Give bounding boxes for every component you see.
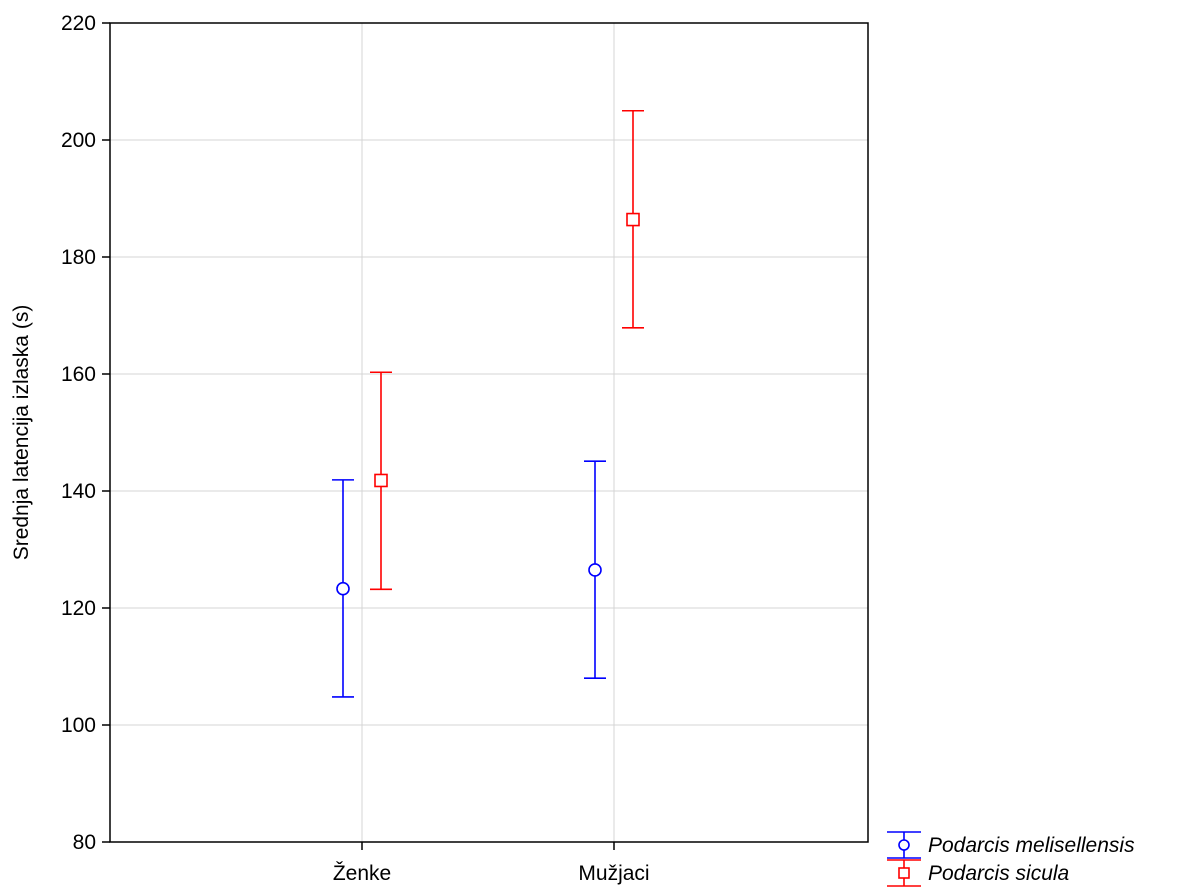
legend-marker xyxy=(898,839,910,851)
grid-lines xyxy=(110,23,868,842)
mean-point xyxy=(336,581,350,596)
legend-marker xyxy=(898,867,910,879)
plot-area xyxy=(109,22,869,843)
data-series xyxy=(332,109,644,698)
y-tick-label: 160 xyxy=(61,363,96,386)
x-axis: Ženke Mužjaci xyxy=(333,842,650,885)
legend: Podarcis melisellensis Podarcis sicula xyxy=(887,831,1135,887)
y-tick-label: 80 xyxy=(73,831,96,854)
x-tick-label: Mužjaci xyxy=(578,862,649,885)
y-tick-label: 140 xyxy=(61,480,96,503)
legend-item: Podarcis melisellensis xyxy=(887,831,1135,859)
y-tick-label: 200 xyxy=(61,129,96,152)
legend-label: Podarcis melisellensis xyxy=(928,834,1135,857)
legend-label: Podarcis sicula xyxy=(928,862,1069,885)
y-axis: 80 100 120 140 160 180 200 220 xyxy=(61,12,110,854)
mean-point xyxy=(588,563,602,577)
y-tick-label: 220 xyxy=(61,12,96,35)
y-tick-label: 120 xyxy=(61,597,96,620)
y-axis-label: Srednja latencija izlaska (s) xyxy=(10,305,33,561)
legend-item: Podarcis sicula xyxy=(887,859,1069,887)
series-1 xyxy=(370,109,644,591)
y-tick-label: 180 xyxy=(61,246,96,269)
mean-point xyxy=(626,212,640,227)
y-tick-label: 100 xyxy=(61,714,96,737)
x-tick-label: Ženke xyxy=(333,862,391,885)
mean-point xyxy=(374,473,388,488)
series-0 xyxy=(332,460,606,698)
